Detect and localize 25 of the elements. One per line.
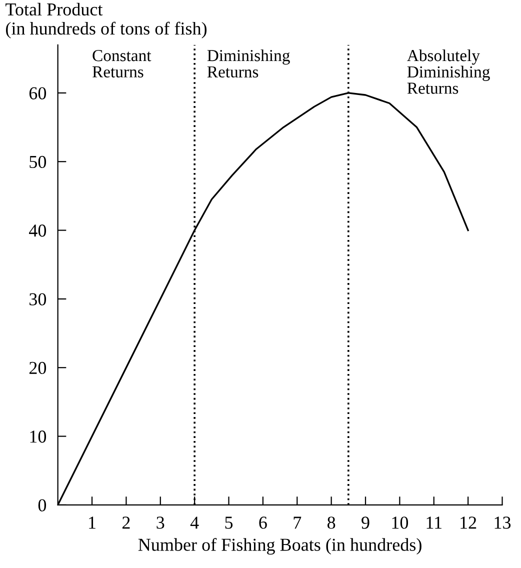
- annotation: Constant Returns: [92, 50, 152, 78]
- y-axis-title: Total Product (in hundreds of tons of fish): [6, 2, 207, 38]
- y-tick-label: 20: [29, 362, 46, 374]
- x-tick-label: 6: [259, 516, 267, 529]
- x-tick-label: 8: [327, 516, 336, 529]
- x-tick-label: 11: [426, 516, 442, 529]
- x-tick-label: 2: [122, 516, 130, 529]
- x-tick-label: 12: [460, 516, 476, 529]
- y-tick-label: 60: [29, 87, 46, 100]
- x-tick-label: 9: [362, 516, 370, 529]
- y-tick-label: 0: [38, 499, 46, 512]
- y-tick-label: 10: [30, 430, 46, 443]
- x-tick-label: 7: [294, 516, 302, 529]
- annotation: Absolutely Diminishing Returns: [407, 49, 490, 94]
- x-tick-label: 5: [225, 516, 233, 529]
- annotation: Diminishing Returns: [207, 49, 290, 78]
- x-tick-label: 1: [89, 516, 96, 529]
- x-tick-label: 10: [392, 516, 408, 529]
- x-tick-label: 3: [156, 516, 164, 529]
- x-axis-title: Number of Fishing Boats (in hundreds): [138, 538, 422, 555]
- y-tick-label: 40: [29, 224, 46, 237]
- x-tick-label: 4: [190, 516, 199, 529]
- x-tick-label: 13: [494, 516, 511, 529]
- y-tick-label: 50: [30, 156, 46, 168]
- y-tick-label: 30: [30, 293, 46, 306]
